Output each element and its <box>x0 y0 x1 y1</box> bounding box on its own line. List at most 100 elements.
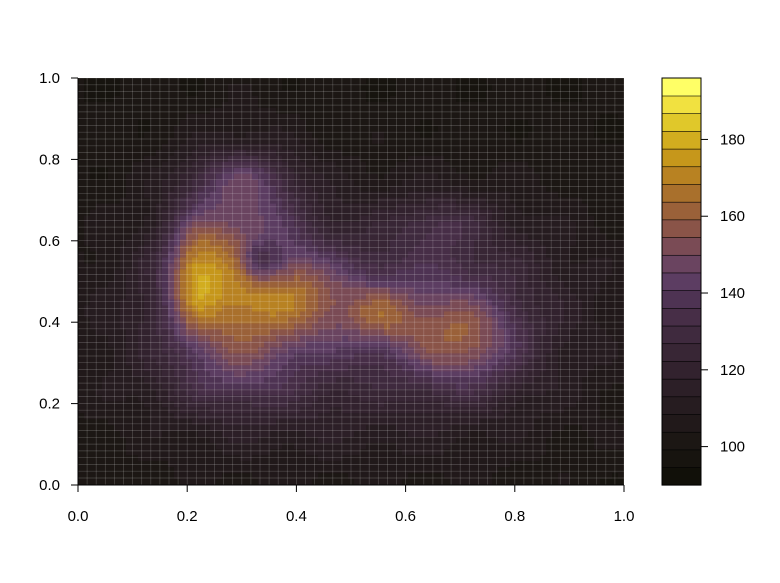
contour-cell <box>138 221 145 229</box>
contour-cell <box>204 107 211 115</box>
contour-cell <box>246 335 253 342</box>
contour-cell <box>252 89 259 97</box>
contour-cell <box>570 269 577 277</box>
contour-cell <box>120 377 127 384</box>
contour-cell <box>528 161 535 169</box>
contour-cell <box>390 209 397 217</box>
contour-cell <box>150 377 157 384</box>
contour-cell <box>396 107 403 115</box>
contour-cell <box>408 395 415 402</box>
contour-cell <box>168 78 175 85</box>
contour-cell <box>156 221 163 229</box>
contour-cell <box>384 281 391 289</box>
contour-cell <box>570 347 577 354</box>
contour-cell <box>468 113 475 121</box>
contour-cell <box>474 209 481 217</box>
contour-cell <box>408 173 415 181</box>
contour-cell <box>216 311 223 319</box>
contour-cell <box>108 359 115 366</box>
contour-cell <box>426 347 433 354</box>
contour-cell <box>546 317 553 324</box>
contour-cell <box>576 287 583 295</box>
contour-cell <box>582 95 589 103</box>
contour-cell <box>294 197 301 205</box>
contour-cell <box>306 335 313 342</box>
contour-cell <box>234 371 241 378</box>
contour-cell <box>498 341 505 348</box>
contour-cell <box>120 161 127 169</box>
contour-cell <box>270 125 277 133</box>
contour-cell <box>102 78 109 85</box>
contour-cell <box>402 113 409 121</box>
contour-cell <box>438 179 445 187</box>
contour-cell <box>300 197 307 205</box>
contour-cell <box>372 245 379 253</box>
contour-cell <box>312 239 319 247</box>
contour-cell <box>384 395 391 402</box>
contour-cell <box>546 341 553 348</box>
contour-cell <box>102 299 109 307</box>
contour-cell <box>588 269 595 277</box>
contour-cell <box>150 197 157 205</box>
contour-cell <box>462 209 469 217</box>
contour-cell <box>456 239 463 247</box>
contour-cell <box>348 305 355 313</box>
contour-cell <box>360 173 367 181</box>
contour-cell <box>474 275 481 283</box>
contour-cell <box>150 281 157 289</box>
contour-cell <box>144 299 151 307</box>
contour-cell <box>96 281 103 289</box>
contour-cell <box>90 119 97 127</box>
contour-cell <box>216 371 223 378</box>
contour-cell <box>276 353 283 360</box>
contour-cell <box>138 395 145 402</box>
contour-cell <box>192 203 199 211</box>
contour-cell <box>600 78 607 85</box>
contour-cell <box>342 383 349 390</box>
contour-cell <box>594 113 601 121</box>
contour-cell <box>528 305 535 313</box>
contour-cell <box>438 137 445 145</box>
contour-cell <box>174 287 181 295</box>
contour-cell <box>138 143 145 151</box>
contour-cell <box>570 89 577 97</box>
contour-cell <box>468 377 475 384</box>
contour-cell <box>348 257 355 265</box>
contour-cell <box>126 359 133 366</box>
contour-cell <box>204 227 211 235</box>
contour-cell <box>474 341 481 348</box>
contour-cell <box>150 78 157 85</box>
contour-cell <box>270 389 277 396</box>
contour-cell <box>288 239 295 247</box>
contour-cell <box>456 191 463 199</box>
contour-cell <box>198 137 205 145</box>
contour-cell <box>276 251 283 259</box>
contour-cell <box>492 78 499 85</box>
contour-cell <box>432 257 439 265</box>
contour-cell <box>426 269 433 277</box>
contour-cell <box>186 311 193 319</box>
contour-cell <box>174 215 181 223</box>
contour-cell <box>234 227 241 235</box>
contour-cell <box>126 269 133 277</box>
contour-cell <box>450 275 457 283</box>
contour-cell <box>456 401 463 408</box>
contour-cell <box>120 83 127 91</box>
contour-cell <box>186 185 193 193</box>
contour-cell <box>504 95 511 103</box>
contour-cell <box>162 395 169 402</box>
contour-cell <box>324 377 331 384</box>
contour-cell <box>540 185 547 193</box>
contour-cell <box>474 329 481 336</box>
contour-cell <box>300 227 307 235</box>
contour-cell <box>240 335 247 342</box>
contour-cell <box>534 233 541 241</box>
contour-cell <box>216 173 223 181</box>
contour-cell <box>324 161 331 169</box>
contour-cell <box>90 197 97 205</box>
contour-cell <box>270 395 277 402</box>
contour-cell <box>342 353 349 360</box>
contour-cell <box>114 155 121 163</box>
contour-cell <box>264 197 271 205</box>
contour-cell <box>456 293 463 301</box>
